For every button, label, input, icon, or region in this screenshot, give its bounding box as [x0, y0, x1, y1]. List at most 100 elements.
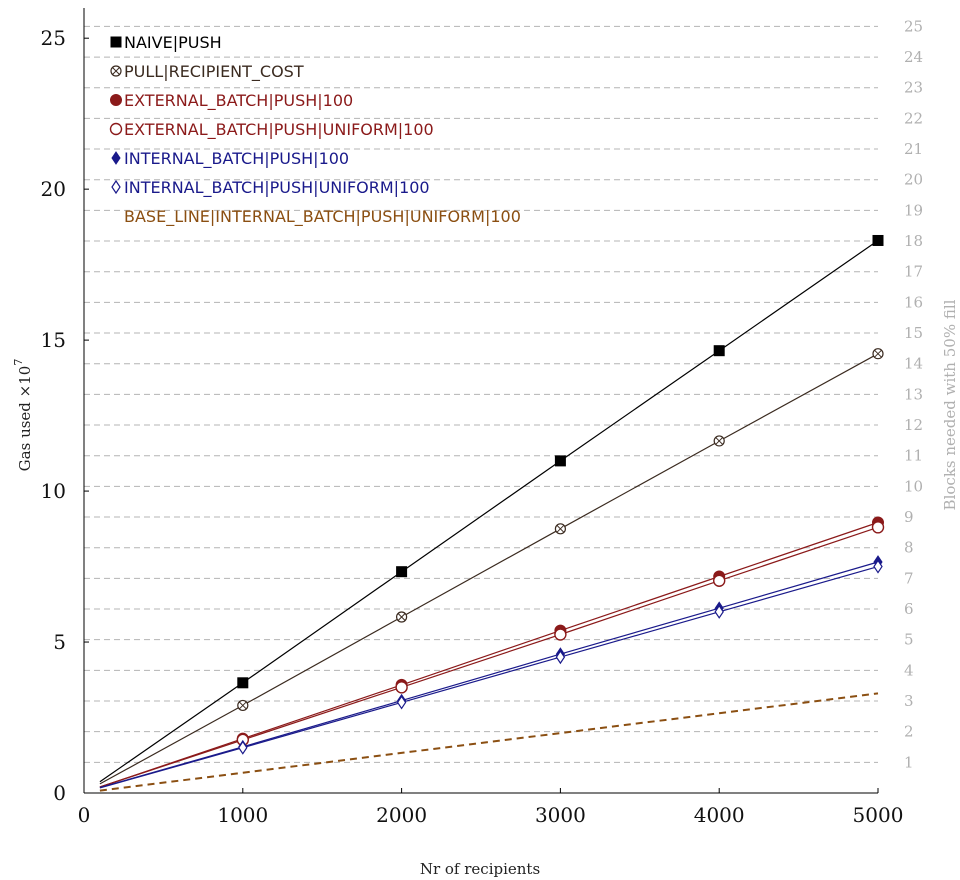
data-point	[554, 523, 567, 535]
data-point	[871, 521, 885, 534]
legend-item: NAIVE|PUSH	[110, 33, 222, 52]
y2-tick-label: 25	[904, 17, 923, 35]
x-tick-label: 0	[78, 803, 91, 827]
y2-tick-label: 8	[904, 539, 914, 557]
legend-label: INTERNAL_BATCH|PUSH|UNIFORM|100	[124, 178, 430, 198]
y-axis-exponent: 7	[12, 359, 25, 366]
series-base-line-internal-batch-push-uniform-100	[99, 692, 879, 792]
marker-cross	[238, 701, 247, 710]
series-pull-recipient-cost	[99, 348, 884, 785]
legend-item: BASE_LINE|INTERNAL_BATCH|PUSH|UNIFORM|10…	[124, 207, 521, 227]
y2-tick-label: 7	[904, 569, 914, 587]
y2-tick-label: 5	[904, 631, 914, 649]
data-point	[395, 681, 408, 694]
series-external-batch-push-uniform-100	[99, 521, 885, 788]
x-tick-label: 5000	[853, 803, 904, 827]
y2-tick-label: 12	[904, 416, 923, 434]
data-point	[237, 677, 249, 689]
legend-item: PULL|RECIPIENT_COST	[110, 62, 304, 82]
marker-cross	[556, 524, 565, 533]
y2-tick-label: 3	[904, 692, 914, 710]
series-line	[99, 240, 879, 783]
y-tick-label: 10	[41, 479, 66, 503]
data-point	[713, 435, 725, 447]
data-point	[396, 611, 408, 623]
grid	[84, 25, 878, 763]
data-point	[713, 574, 726, 587]
series-line	[99, 521, 879, 788]
y2-tick-label: 14	[904, 355, 923, 373]
x-tick-label: 3000	[535, 803, 586, 827]
legend-item: INTERNAL_BATCH|PUSH|UNIFORM|100	[111, 178, 430, 198]
y2-tick-label: 19	[904, 201, 923, 219]
data-point	[872, 234, 884, 246]
legend-label: EXTERNAL_BATCH|PUSH|100	[124, 91, 353, 111]
series-line	[99, 566, 879, 789]
y2-axis-title: Blocks needed with 50% fill	[941, 299, 959, 510]
x-tick-label: 4000	[694, 803, 745, 827]
legend-label: EXTERNAL_BATCH|PUSH|UNIFORM|100	[124, 120, 434, 140]
legend-marker	[110, 94, 122, 106]
y2-tick-label: 10	[904, 477, 923, 495]
y-tick-label: 20	[41, 177, 66, 201]
marker-cross	[874, 349, 882, 358]
y2-tick-label: 16	[904, 293, 923, 311]
data-point	[555, 650, 566, 665]
y2-tick-label: 18	[904, 232, 923, 250]
y2-tick-label: 2	[904, 723, 914, 741]
legend-item: EXTERNAL_BATCH|PUSH|100	[110, 91, 353, 111]
marker-cross	[112, 67, 120, 75]
legend-marker	[110, 65, 122, 77]
y-tick-label: 15	[41, 328, 66, 352]
y2-tick-label: 11	[904, 447, 923, 465]
data-point	[396, 695, 407, 710]
y2-tick-label: 21	[904, 140, 923, 158]
series-internal-batch-push-uniform-100	[99, 559, 883, 789]
y-axis-title: Gas used ×107	[12, 359, 34, 472]
y-tick-label: 0	[53, 781, 66, 805]
series-internal-batch-push-100	[99, 555, 883, 789]
data-point	[714, 604, 724, 619]
x-axis-title: Nr of recipients	[420, 860, 540, 878]
data-point	[554, 455, 566, 467]
legend-label: NAIVE|PUSH	[124, 33, 222, 52]
y2-tick-label: 15	[904, 324, 923, 342]
series-naive-push	[99, 234, 884, 783]
data-point	[713, 345, 725, 357]
legend-marker	[111, 179, 121, 195]
data-point	[554, 628, 567, 641]
marker-cross	[397, 613, 406, 621]
data-point	[872, 348, 884, 360]
legend-label: INTERNAL_BATCH|PUSH|100	[124, 149, 349, 169]
data-point	[873, 559, 883, 574]
y2-tick-label: 22	[904, 109, 923, 127]
series-line	[99, 353, 879, 785]
axes: 1234567891011121314151617181920212223242…	[41, 8, 923, 827]
legend-marker	[111, 151, 121, 165]
series-layer	[99, 234, 885, 792]
legend-label: BASE_LINE|INTERNAL_BATCH|PUSH|UNIFORM|10…	[124, 207, 521, 227]
y2-tick-label: 20	[904, 171, 923, 189]
x-tick-label: 1000	[217, 803, 268, 827]
series-line	[99, 561, 879, 789]
legend-label: PULL|RECIPIENT_COST	[124, 62, 304, 82]
y2-tick-label: 9	[904, 508, 914, 526]
series-external-batch-push-100	[99, 516, 884, 788]
legend-marker	[109, 122, 123, 136]
data-point	[396, 566, 408, 578]
y2-tick-label: 23	[904, 79, 923, 97]
legend-marker	[110, 36, 122, 48]
y2-tick-label: 1	[904, 753, 914, 771]
data-point	[238, 740, 248, 755]
series-line	[99, 526, 879, 788]
legend-item: EXTERNAL_BATCH|PUSH|UNIFORM|100	[109, 120, 434, 140]
y-tick-label: 5	[53, 630, 66, 654]
series-line	[99, 692, 879, 792]
y2-tick-label: 24	[904, 48, 923, 66]
marker-cross	[715, 437, 724, 445]
y2-tick-label: 4	[904, 661, 914, 679]
y-tick-label: 25	[41, 26, 66, 50]
y2-tick-label: 17	[904, 263, 923, 281]
legend-item: INTERNAL_BATCH|PUSH|100	[111, 149, 349, 169]
